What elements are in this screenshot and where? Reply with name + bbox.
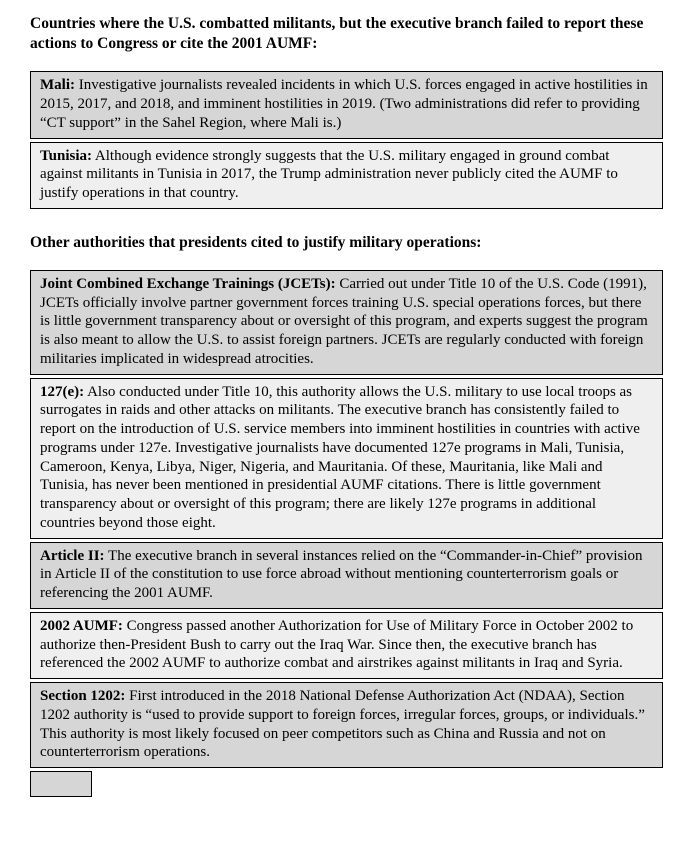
row-body: Congress passed another Authorization fo… [40, 617, 634, 672]
row-lead: Section 1202: [40, 688, 126, 705]
row-lead: Tunisia: [40, 147, 92, 164]
heading-countries: Countries where the U.S. combatted milit… [30, 15, 644, 53]
row-body: Carried out under Title 10 of the U.S. C… [40, 275, 648, 367]
table-row-2002-aumf: 2002 AUMF: Congress passed another Autho… [30, 611, 663, 680]
row-lead: 2002 AUMF: [40, 617, 123, 634]
table-row-mali: Mali: Investigative journalists revealed… [30, 71, 663, 139]
table-row-jcets: Joint Combined Exchange Trainings (JCETs… [30, 269, 663, 375]
row-body: Also conducted under Title 10, this auth… [40, 383, 640, 531]
partial-next-row [30, 771, 92, 798]
heading-other-authorities: Other authorities that presidents cited … [30, 233, 482, 251]
countries-table: Mali: Investigative journalists revealed… [30, 71, 663, 209]
row-body: First introduced in the 2018 National De… [40, 688, 645, 761]
table-row-section-1202: Section 1202: First introduced in the 20… [30, 682, 663, 769]
row-lead: Joint Combined Exchange Trainings (JCETs… [40, 275, 336, 292]
row-lead: Article II: [40, 547, 105, 564]
table-row-tunisia: Tunisia: Although evidence strongly sugg… [30, 141, 663, 209]
row-lead: 127(e): [40, 383, 85, 400]
row-body: The executive branch in several instance… [40, 547, 643, 602]
row-body: Although evidence strongly suggests that… [40, 147, 618, 202]
row-lead: Mali: [40, 77, 75, 94]
authorities-table: Joint Combined Exchange Trainings (JCETs… [30, 269, 663, 769]
table-row-127e: 127(e): Also conducted under Title 10, t… [30, 377, 663, 539]
row-body: Investigative journalists revealed incid… [40, 77, 648, 131]
table-row-article-ii: Article II: The executive branch in seve… [30, 541, 663, 609]
